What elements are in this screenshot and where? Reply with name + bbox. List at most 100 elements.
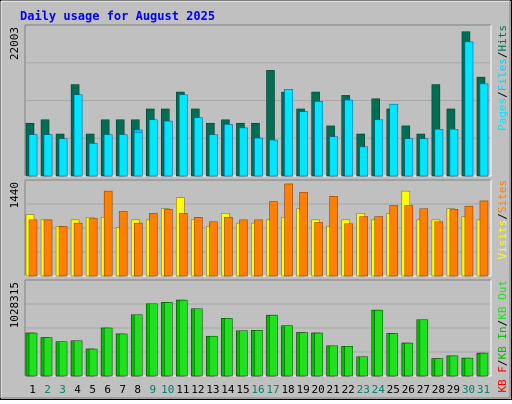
bar-group-day-10 [161,302,173,377]
bar-sites [299,192,308,277]
bar-kb-out [284,325,293,377]
chart-title: Daily usage for August 2025 [20,9,215,23]
bar-group-day-19 [296,332,308,377]
bar-sites [164,209,173,277]
bar-group-day-13 [206,221,218,277]
y-max-label: 1440 [8,182,21,209]
bar-pages [118,134,128,177]
bar-pages [133,132,143,177]
bar-group-day-30 [461,357,474,377]
bar-group-day-10 [161,108,173,177]
day-label: 8 [134,383,141,396]
day-label: 22 [342,383,355,396]
bar-group-day-21 [326,196,338,277]
bar-kb-out [389,333,399,377]
legend-entry: KB Out [496,280,509,320]
day-labels-group: 1 2 3 4 5 6 7 8 9 10 11 12 13 14 15 16 17 18 19 20 21 22 23 24 2… [29,383,490,396]
bar-sites [254,219,263,277]
legend-entry: KB F [496,366,509,393]
legend-entry: Pages [496,98,509,131]
bar-group-day-26 [401,342,414,377]
bar-group-day-15 [236,219,248,277]
bar-group-day-13 [206,335,218,377]
bar-pages [329,136,338,177]
bar-sites [88,218,98,277]
bar-group-day-15 [236,330,248,377]
legend-entry: / [496,91,509,98]
y-max-label: 1028315 [8,282,21,328]
bar-group-day-26 [401,125,414,177]
day-label: 27 [417,383,430,396]
bar-group-day-25 [386,333,399,377]
day-label: 26 [402,383,415,396]
day-label: 12 [191,383,204,396]
bar-group-day-27 [416,208,429,277]
bar-kb-out [149,303,158,377]
bar-pages [254,137,263,177]
bar-group-day-14 [221,318,233,377]
day-label: 29 [447,383,460,396]
day-label: 10 [161,383,174,396]
bar-pages [404,138,414,177]
legend-entry: Files [496,58,509,91]
bar-sites [329,196,338,277]
legend-entry: / [496,52,509,59]
bar-group-day-27 [416,133,429,177]
bar-kb-out [164,302,173,377]
bar-pages [344,99,353,177]
bar-pages [434,129,444,177]
bar-pages [389,103,399,177]
bar-pages [164,120,173,177]
bar-group-day-30 [461,31,474,177]
day-label: 5 [89,383,96,396]
bar-group-day-19 [296,192,308,277]
bar-group-day-29 [446,208,459,277]
bar-sites [269,201,278,277]
bar-group-day-10 [161,208,173,277]
bar-group-day-19 [296,108,308,177]
legend-entry: Sites [496,180,509,213]
bar-kb-out [58,341,68,377]
bar-group-day-17 [266,314,278,377]
bar-group-day-5 [85,348,98,377]
bar-group-day-6 [100,190,113,277]
bar-pages [209,134,218,177]
bar-kb-out [133,314,143,377]
bar-kb-out [224,318,233,377]
bar-kb-out [464,357,474,377]
legend-entry: / [496,213,509,220]
day-label: 30 [462,383,475,396]
day-label: 17 [266,383,279,396]
bar-kb-out [194,308,203,377]
bar-sites [359,216,368,277]
bar-group-day-14 [221,119,233,177]
bar-group-day-2 [40,119,53,177]
day-label: 4 [74,383,81,396]
bar-group-day-16 [251,122,263,177]
bar-pages [58,138,68,177]
bar-pages [28,134,38,177]
legend-entry: Visits [496,220,509,260]
bar-pages [88,143,98,177]
bar-sites [344,223,353,277]
bar-group-day-3 [55,226,68,277]
bar-pages [239,127,248,177]
bar-group-day-16 [251,330,263,377]
bar-kb-out [239,330,248,377]
bar-sites [419,208,429,277]
bar-kb-out [344,346,353,377]
bar-group-day-28 [431,84,444,177]
bar-group-day-26 [401,190,414,277]
bar-sites [374,216,383,277]
bar-group-day-1 [25,332,38,377]
legend-top: Pages/Files/Hits [496,25,509,131]
bar-group-day-5 [85,217,98,277]
bar-group-day-20 [311,219,323,277]
bar-sites [449,209,459,277]
bar-group-day-7 [115,119,128,177]
bar-group-day-8 [130,219,143,277]
bar-group-day-23 [356,213,368,277]
bar-kb-out [299,332,308,377]
bar-pages [449,129,459,177]
panels-group: 22003 1440 1028315 [8,24,492,377]
